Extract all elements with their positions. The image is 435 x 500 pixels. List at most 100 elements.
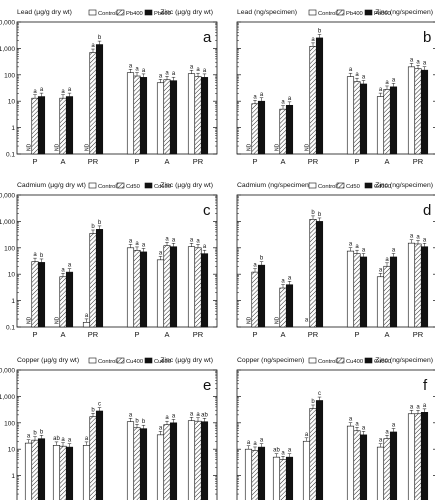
legend-label: Cd50 (126, 184, 140, 190)
bar (187, 246, 196, 328)
bar-letter: ab (273, 448, 280, 454)
bar (194, 76, 202, 155)
plot-frame (16, 21, 218, 155)
legend-label: Cu800 (374, 359, 391, 365)
axis-title-left: Copper (ng/specimen) (237, 357, 304, 364)
bar-letter: ND (247, 316, 253, 324)
bar-letter: a (392, 248, 396, 254)
legend-swatch (308, 9, 317, 16)
category-label: P (252, 157, 257, 166)
tick-label-left: 100 (4, 420, 15, 427)
category-label: A (164, 330, 169, 339)
bar-letter: a (410, 234, 414, 240)
bar (133, 427, 141, 500)
legend-swatch (308, 357, 317, 364)
bar-letter: a (190, 411, 194, 417)
bar (82, 445, 91, 500)
tick-label-left: 10 (8, 447, 16, 454)
bar-letter: a (379, 267, 383, 273)
plot-frame (236, 21, 435, 155)
legend-label: Control (318, 11, 337, 17)
bar-letter: a (172, 413, 176, 419)
panel-letter: f (423, 377, 428, 394)
bar (383, 265, 391, 328)
bar (200, 77, 209, 155)
bar-letter: a (288, 96, 292, 102)
bar-letter: b (91, 224, 95, 230)
bar (315, 400, 324, 500)
legend-label: Control (98, 184, 117, 190)
bar (59, 445, 67, 500)
bar-letter: a (196, 67, 200, 73)
bar-letter: a (33, 252, 37, 258)
tick-label-left: 0.1 (6, 152, 15, 159)
bar (65, 96, 74, 155)
legend-swatch (116, 182, 125, 189)
bar (200, 253, 209, 328)
bar-letter: a (355, 72, 359, 78)
bar (353, 430, 361, 500)
bar-letter: a (68, 438, 72, 444)
legend-swatch (88, 357, 97, 364)
category-label: P (252, 330, 257, 339)
bar (65, 271, 74, 328)
bar (194, 420, 202, 500)
bar-letter: a (190, 64, 194, 70)
bar-letter: a (68, 263, 72, 269)
plot-frame (16, 369, 218, 500)
bar-letter: a (203, 68, 207, 74)
category-label: A (384, 157, 389, 166)
bar (24, 442, 33, 500)
bar-letter: a (362, 248, 366, 254)
category-label: A (384, 330, 389, 339)
tick-label-left: 100 (4, 72, 15, 79)
bar (420, 246, 429, 328)
axis-title-left: Copper (µg/g dry wt) (17, 357, 79, 364)
bar (420, 411, 429, 500)
bar-letter: a (423, 237, 427, 243)
category-label: PR (413, 330, 424, 339)
legend-label: Cd100 (374, 184, 391, 190)
bar-letter: a (392, 423, 396, 429)
bar-letter: a (159, 250, 163, 256)
bar-letter: a (129, 63, 133, 69)
category-label: PR (193, 157, 204, 166)
bar (194, 247, 202, 328)
bar-letter: a (172, 71, 176, 77)
bar-letter: a (260, 438, 264, 444)
legend-swatch (336, 9, 345, 16)
bar (346, 250, 355, 328)
tick-label-left: 1,000 (0, 46, 15, 53)
bar-letter: b (311, 210, 315, 216)
plot-frame (236, 369, 435, 500)
bar-letter: c (98, 402, 101, 408)
legend-label: Control (98, 11, 117, 17)
bar-letter: a (142, 68, 146, 74)
panel-letter: d (423, 202, 431, 219)
bar-letter: ND (305, 143, 311, 151)
category-label: P (354, 330, 359, 339)
bar (407, 66, 416, 155)
bar-letter: a (423, 61, 427, 67)
bar-letter: a (379, 438, 383, 444)
legend-swatch (144, 9, 153, 16)
bar (139, 77, 148, 155)
category-label: PR (308, 330, 319, 339)
bar-letter: a (33, 89, 37, 95)
bar (163, 245, 171, 328)
legend-swatch (336, 357, 345, 364)
bar-letter: ND (275, 316, 281, 324)
bar-letter: ND (27, 143, 33, 151)
bar-letter: b (260, 256, 264, 262)
bar-letter: a (355, 244, 359, 250)
legend-swatch (144, 182, 153, 189)
legend-swatch (88, 9, 97, 16)
tick-label-left: 0.1 (6, 325, 15, 332)
bar-letter: a (385, 429, 389, 435)
bar-letter: a (392, 77, 396, 83)
panel-letter: b (423, 29, 431, 46)
bar (279, 287, 287, 328)
bar (414, 68, 422, 155)
bar (37, 262, 46, 328)
